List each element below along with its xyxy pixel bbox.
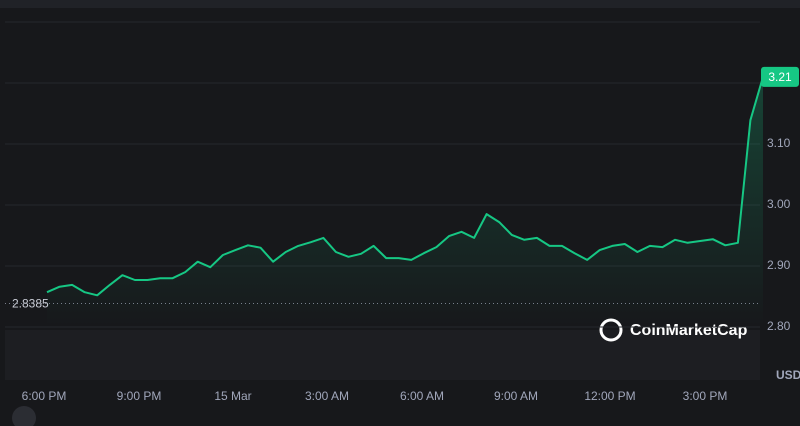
y-tick-label: 2.90 (767, 258, 791, 272)
volume-band (5, 330, 760, 380)
price-area (47, 76, 763, 328)
x-tick-label: 6:00 PM (22, 389, 67, 403)
x-tick-label: 3:00 AM (305, 389, 349, 403)
x-tick-label: 15 Mar (214, 389, 251, 403)
reference-label: 2.8385 (12, 297, 49, 311)
x-tick-label: 9:00 PM (117, 389, 162, 403)
price-badge-label: 3.21 (768, 70, 792, 84)
top-strip (0, 0, 800, 8)
x-tick-label: 6:00 AM (400, 389, 444, 403)
history-button[interactable] (12, 406, 36, 426)
x-tick-label: 12:00 PM (584, 389, 635, 403)
price-badge (761, 66, 799, 87)
price-line (46, 76, 764, 297)
y-tick-label: 3.10 (767, 136, 791, 150)
currency-label: USD (776, 368, 800, 382)
y-tick-label: 2.80 (767, 319, 791, 333)
x-tick-label: 9:00 AM (494, 389, 538, 403)
y-tick-label: 3.00 (767, 197, 791, 211)
x-tick-label: 3:00 PM (683, 389, 728, 403)
